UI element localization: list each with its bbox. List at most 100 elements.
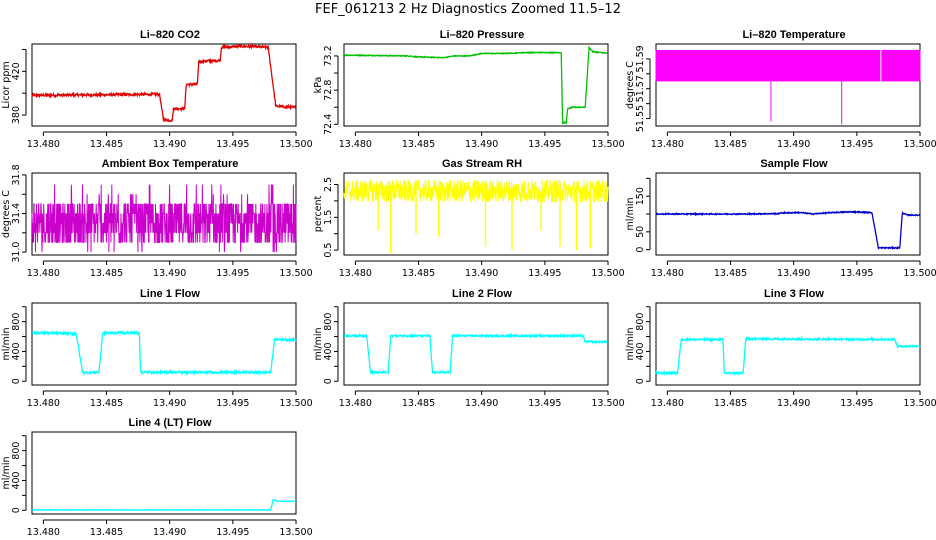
plot-frame (343, 43, 609, 127)
y-tick-label: 400 (323, 342, 334, 360)
y-tick-label: 400 (11, 342, 22, 360)
plot-frame (31, 302, 297, 386)
plot-frame (655, 302, 921, 386)
x-tick-label: 13.490 (465, 268, 498, 279)
y-tick-label: 800 (11, 442, 22, 460)
x-tick-label: 13.480 (651, 268, 684, 279)
chart-title: Sample Flow (760, 158, 828, 170)
chart-co2: Li–820 CO2 13.480 13.485 13.490 13.495 13.500… (1, 29, 313, 150)
y-axis-label: ml/min (313, 327, 324, 360)
x-tick-label: 13.485 (90, 268, 123, 279)
x-tick-label: 13.490 (153, 268, 186, 279)
y-axis-label: kPa (313, 77, 324, 94)
series-line (31, 329, 297, 376)
series-line (31, 498, 297, 512)
y-tick-label: 50 (635, 226, 646, 238)
x-tick-label: 13.480 (27, 268, 60, 279)
chart-title: Ambient Box Temperature (102, 158, 239, 170)
y-axis-label: degrees C (625, 61, 636, 109)
plot-frame (31, 431, 297, 515)
x-tick-label: 13.500 (903, 268, 936, 279)
x-tick-label: 13.490 (153, 527, 186, 538)
x-tick-label: 13.495 (840, 268, 873, 279)
y-tick-label: 800 (635, 313, 646, 331)
x-tick-label: 13.480 (339, 139, 372, 150)
y-tick-label: 400 (635, 342, 646, 360)
x-tick-label: 13.495 (216, 527, 249, 538)
x-tick-label: 13.480 (339, 398, 372, 409)
x-tick-label: 13.500 (903, 398, 936, 409)
y-tick-label: 800 (11, 313, 22, 331)
y-tick-label: 51.59 (635, 45, 646, 72)
x-tick-label: 13.500 (279, 139, 312, 150)
x-tick-label: 13.490 (153, 398, 186, 409)
y-tick-label: 31.8 (11, 164, 22, 185)
y-tick-label: 31.4 (11, 203, 22, 224)
chart-title: Li–820 Temperature (742, 29, 845, 41)
chart-gas-stream-rh: Gas Stream RH 13.480 13.485 13.490 13.495 13.… (313, 158, 625, 279)
y-tick-label: 0 (635, 247, 646, 253)
x-tick-label: 13.485 (90, 139, 123, 150)
plot-frame (655, 43, 921, 127)
y-axis-label: degrees C (1, 190, 12, 238)
y-axis-label: percent (313, 196, 324, 233)
y-tick-label: 420 (11, 62, 22, 80)
y-tick-label: 0 (635, 378, 646, 384)
y-axis-label: ml/min (1, 456, 12, 489)
x-tick-label: 13.490 (153, 139, 186, 150)
x-tick-label: 13.485 (90, 398, 123, 409)
y-tick-label: 0 (11, 507, 22, 513)
x-tick-label: 13.495 (840, 139, 873, 150)
x-tick-label: 13.485 (714, 398, 747, 409)
x-tick-label: 13.495 (216, 268, 249, 279)
x-tick-label: 13.490 (777, 268, 810, 279)
y-axis-label: ml/min (625, 197, 636, 230)
chart-title: Line 1 Flow (140, 288, 200, 300)
y-tick-label: 51.55 (635, 105, 646, 132)
x-tick-label: 13.495 (216, 139, 249, 150)
y-tick-label: 0.5 (323, 243, 334, 258)
x-tick-label: 13.500 (591, 268, 624, 279)
y-tick-label: 0 (11, 378, 22, 384)
x-tick-label: 13.490 (465, 398, 498, 409)
y-tick-label: 800 (323, 313, 334, 331)
chart-ambient-box-temperature: Ambient Box Temperature 13.480 13.485 13.49… (1, 158, 313, 279)
x-tick-label: 13.495 (216, 398, 249, 409)
y-tick-label: 380 (11, 106, 22, 124)
x-tick-label: 13.500 (279, 398, 312, 409)
plot-frame (31, 43, 297, 127)
plot-frame (343, 302, 609, 386)
chart-title: Li–820 CO2 (140, 29, 200, 41)
x-tick-label: 13.480 (339, 268, 372, 279)
x-tick-label: 13.500 (591, 139, 624, 150)
chart-sample-flow: Sample Flow 13.480 13.485 13.490 13.495 13.50… (625, 158, 936, 279)
x-tick-label: 13.480 (27, 398, 60, 409)
series-line (343, 178, 609, 204)
x-tick-label: 13.495 (528, 139, 561, 150)
page-title: FEF_061213 2 Hz Diagnostics Zoomed 11.5–… (315, 2, 621, 17)
chart-li820-temperature: Li–820 Temperature 13.480 13.485 13.490 13.4… (625, 29, 936, 150)
chart-line4-flow: Line 4 (LT) Flow 13.480 13.485 13.490 13.495… (1, 417, 313, 538)
chart-title: Li–820 Pressure (440, 29, 524, 41)
y-tick-label: 73.2 (323, 45, 334, 66)
x-tick-label: 13.500 (591, 398, 624, 409)
x-tick-label: 13.485 (402, 268, 435, 279)
x-tick-label: 13.485 (402, 139, 435, 150)
y-axis-label: ml/min (625, 327, 636, 360)
series-line (31, 184, 297, 253)
x-tick-label: 13.495 (528, 268, 561, 279)
y-tick-label: 1.5 (323, 210, 334, 225)
chart-line2-flow: Line 2 Flow 13.480 13.485 13.490 13.495 13.50… (313, 288, 625, 409)
chart-pressure: Li–820 Pressure 13.480 13.485 13.490 13.495 1… (313, 29, 625, 150)
chart-title: Gas Stream RH (442, 158, 522, 170)
y-tick-label: 0 (323, 378, 334, 384)
x-tick-label: 13.485 (402, 398, 435, 409)
x-tick-label: 13.485 (714, 268, 747, 279)
y-axis-label: Licor ppm (1, 61, 12, 108)
x-tick-label: 13.490 (777, 398, 810, 409)
chart-title: Line 2 Flow (452, 288, 512, 300)
series-line (655, 209, 921, 251)
x-tick-label: 13.500 (279, 527, 312, 538)
x-tick-label: 13.490 (777, 139, 810, 150)
x-tick-label: 13.480 (651, 139, 684, 150)
